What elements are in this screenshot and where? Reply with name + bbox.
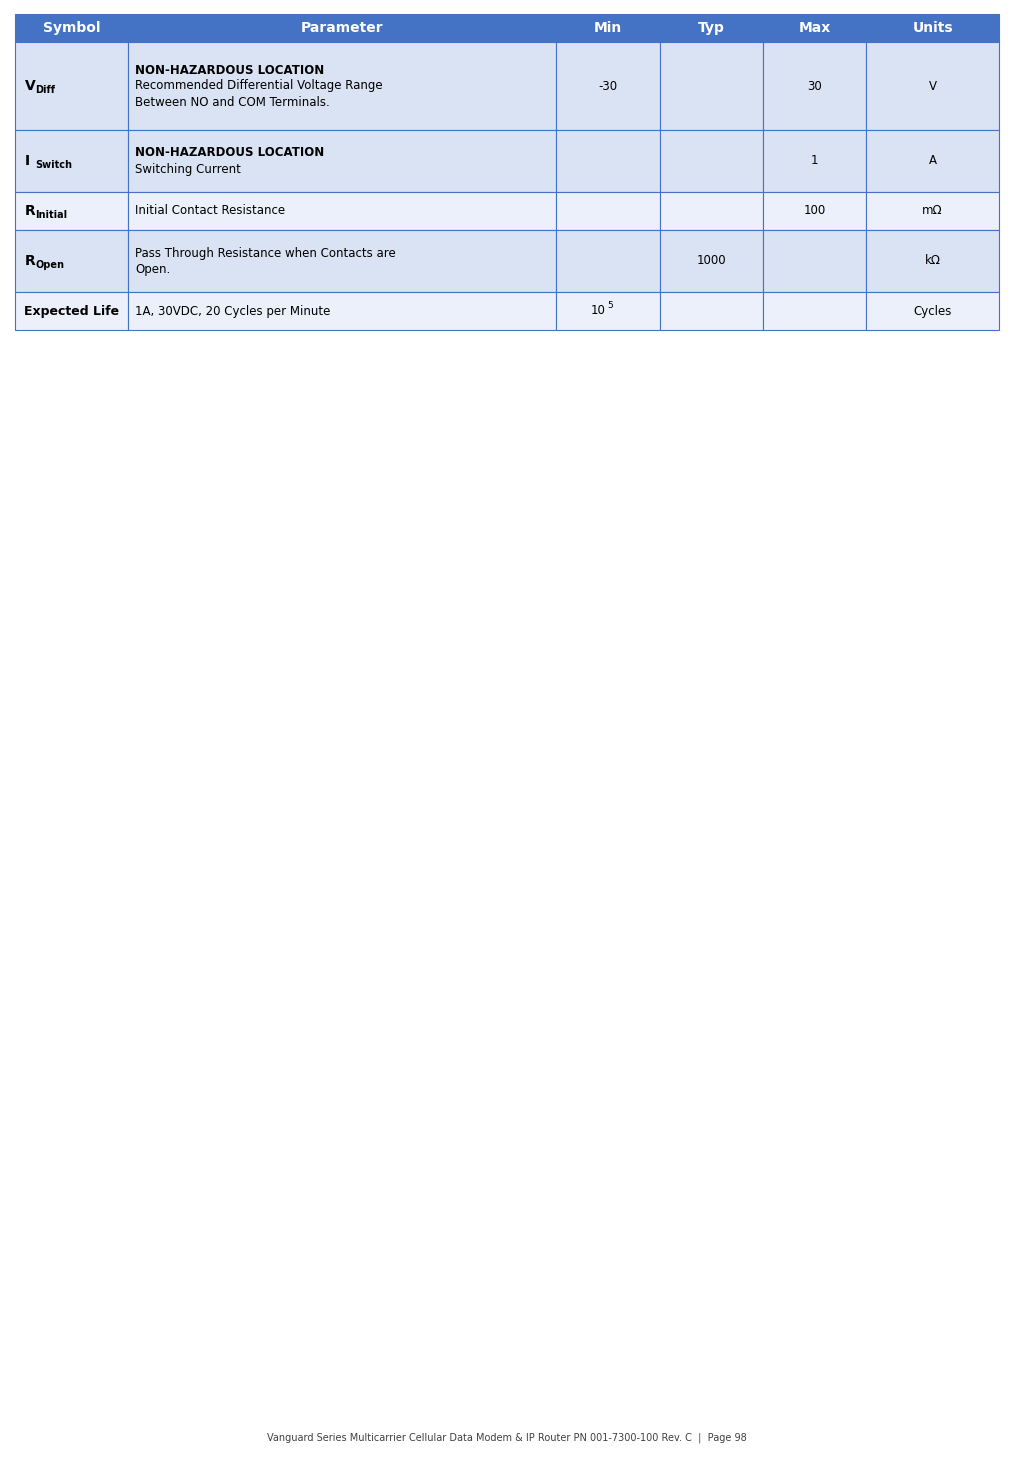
Text: 1A, 30VDC, 20 Cycles per Minute: 1A, 30VDC, 20 Cycles per Minute [135,305,331,318]
Text: Max: Max [798,20,830,35]
Polygon shape [763,15,866,42]
Polygon shape [557,130,659,192]
Text: Expected Life: Expected Life [24,305,119,318]
Text: NON-HAZARDOUS LOCATION: NON-HAZARDOUS LOCATION [135,63,324,76]
Polygon shape [866,192,999,230]
Polygon shape [557,230,659,291]
Text: I: I [25,154,30,168]
Polygon shape [557,15,659,42]
Text: Between NO and COM Terminals.: Between NO and COM Terminals. [135,95,330,108]
Text: Diff: Diff [35,85,55,95]
Polygon shape [128,15,557,42]
Polygon shape [15,291,128,329]
Polygon shape [866,15,999,42]
Polygon shape [557,291,659,329]
Polygon shape [128,230,557,291]
Polygon shape [15,42,128,130]
Polygon shape [659,42,763,130]
Polygon shape [866,291,999,329]
Polygon shape [866,130,999,192]
Text: R: R [25,203,35,218]
Polygon shape [128,42,557,130]
Polygon shape [128,192,557,230]
Text: 1000: 1000 [697,255,726,268]
Text: Open.: Open. [135,262,170,275]
Text: V: V [25,79,35,94]
Polygon shape [659,130,763,192]
Polygon shape [763,291,866,329]
Text: 5: 5 [606,302,612,310]
Text: -30: -30 [598,79,618,92]
Text: Open: Open [35,261,64,269]
Text: 100: 100 [803,205,825,218]
Polygon shape [15,230,128,291]
Polygon shape [557,42,659,130]
Text: Initial Contact Resistance: Initial Contact Resistance [135,205,285,218]
Text: kΩ: kΩ [925,255,941,268]
Text: 10: 10 [591,305,605,318]
Polygon shape [763,42,866,130]
Polygon shape [866,42,999,130]
Text: 30: 30 [807,79,822,92]
Polygon shape [659,192,763,230]
Text: Switching Current: Switching Current [135,163,241,176]
Text: Typ: Typ [698,20,725,35]
Text: Symbol: Symbol [43,20,100,35]
Text: V: V [929,79,937,92]
Text: Min: Min [594,20,622,35]
Text: Initial: Initial [35,209,67,220]
Text: R: R [25,253,35,268]
Polygon shape [763,192,866,230]
Text: Switch: Switch [35,160,72,170]
Polygon shape [15,15,128,42]
Polygon shape [763,130,866,192]
Text: NON-HAZARDOUS LOCATION: NON-HAZARDOUS LOCATION [135,146,324,160]
Text: Units: Units [913,20,953,35]
Text: Pass Through Resistance when Contacts are: Pass Through Resistance when Contacts ar… [135,246,395,259]
Text: A: A [929,155,937,167]
Polygon shape [659,291,763,329]
Polygon shape [659,230,763,291]
Text: 1: 1 [811,155,818,167]
Polygon shape [866,230,999,291]
Polygon shape [15,130,128,192]
Polygon shape [128,291,557,329]
Polygon shape [128,130,557,192]
Polygon shape [659,15,763,42]
Polygon shape [557,192,659,230]
Text: Recommended Differential Voltage Range: Recommended Differential Voltage Range [135,79,383,92]
Text: mΩ: mΩ [923,205,943,218]
Polygon shape [763,230,866,291]
Text: Vanguard Series Multicarrier Cellular Data Modem & IP Router PN 001-7300-100 Rev: Vanguard Series Multicarrier Cellular Da… [267,1433,747,1444]
Polygon shape [15,192,128,230]
Text: Cycles: Cycles [914,305,952,318]
Text: Parameter: Parameter [301,20,383,35]
